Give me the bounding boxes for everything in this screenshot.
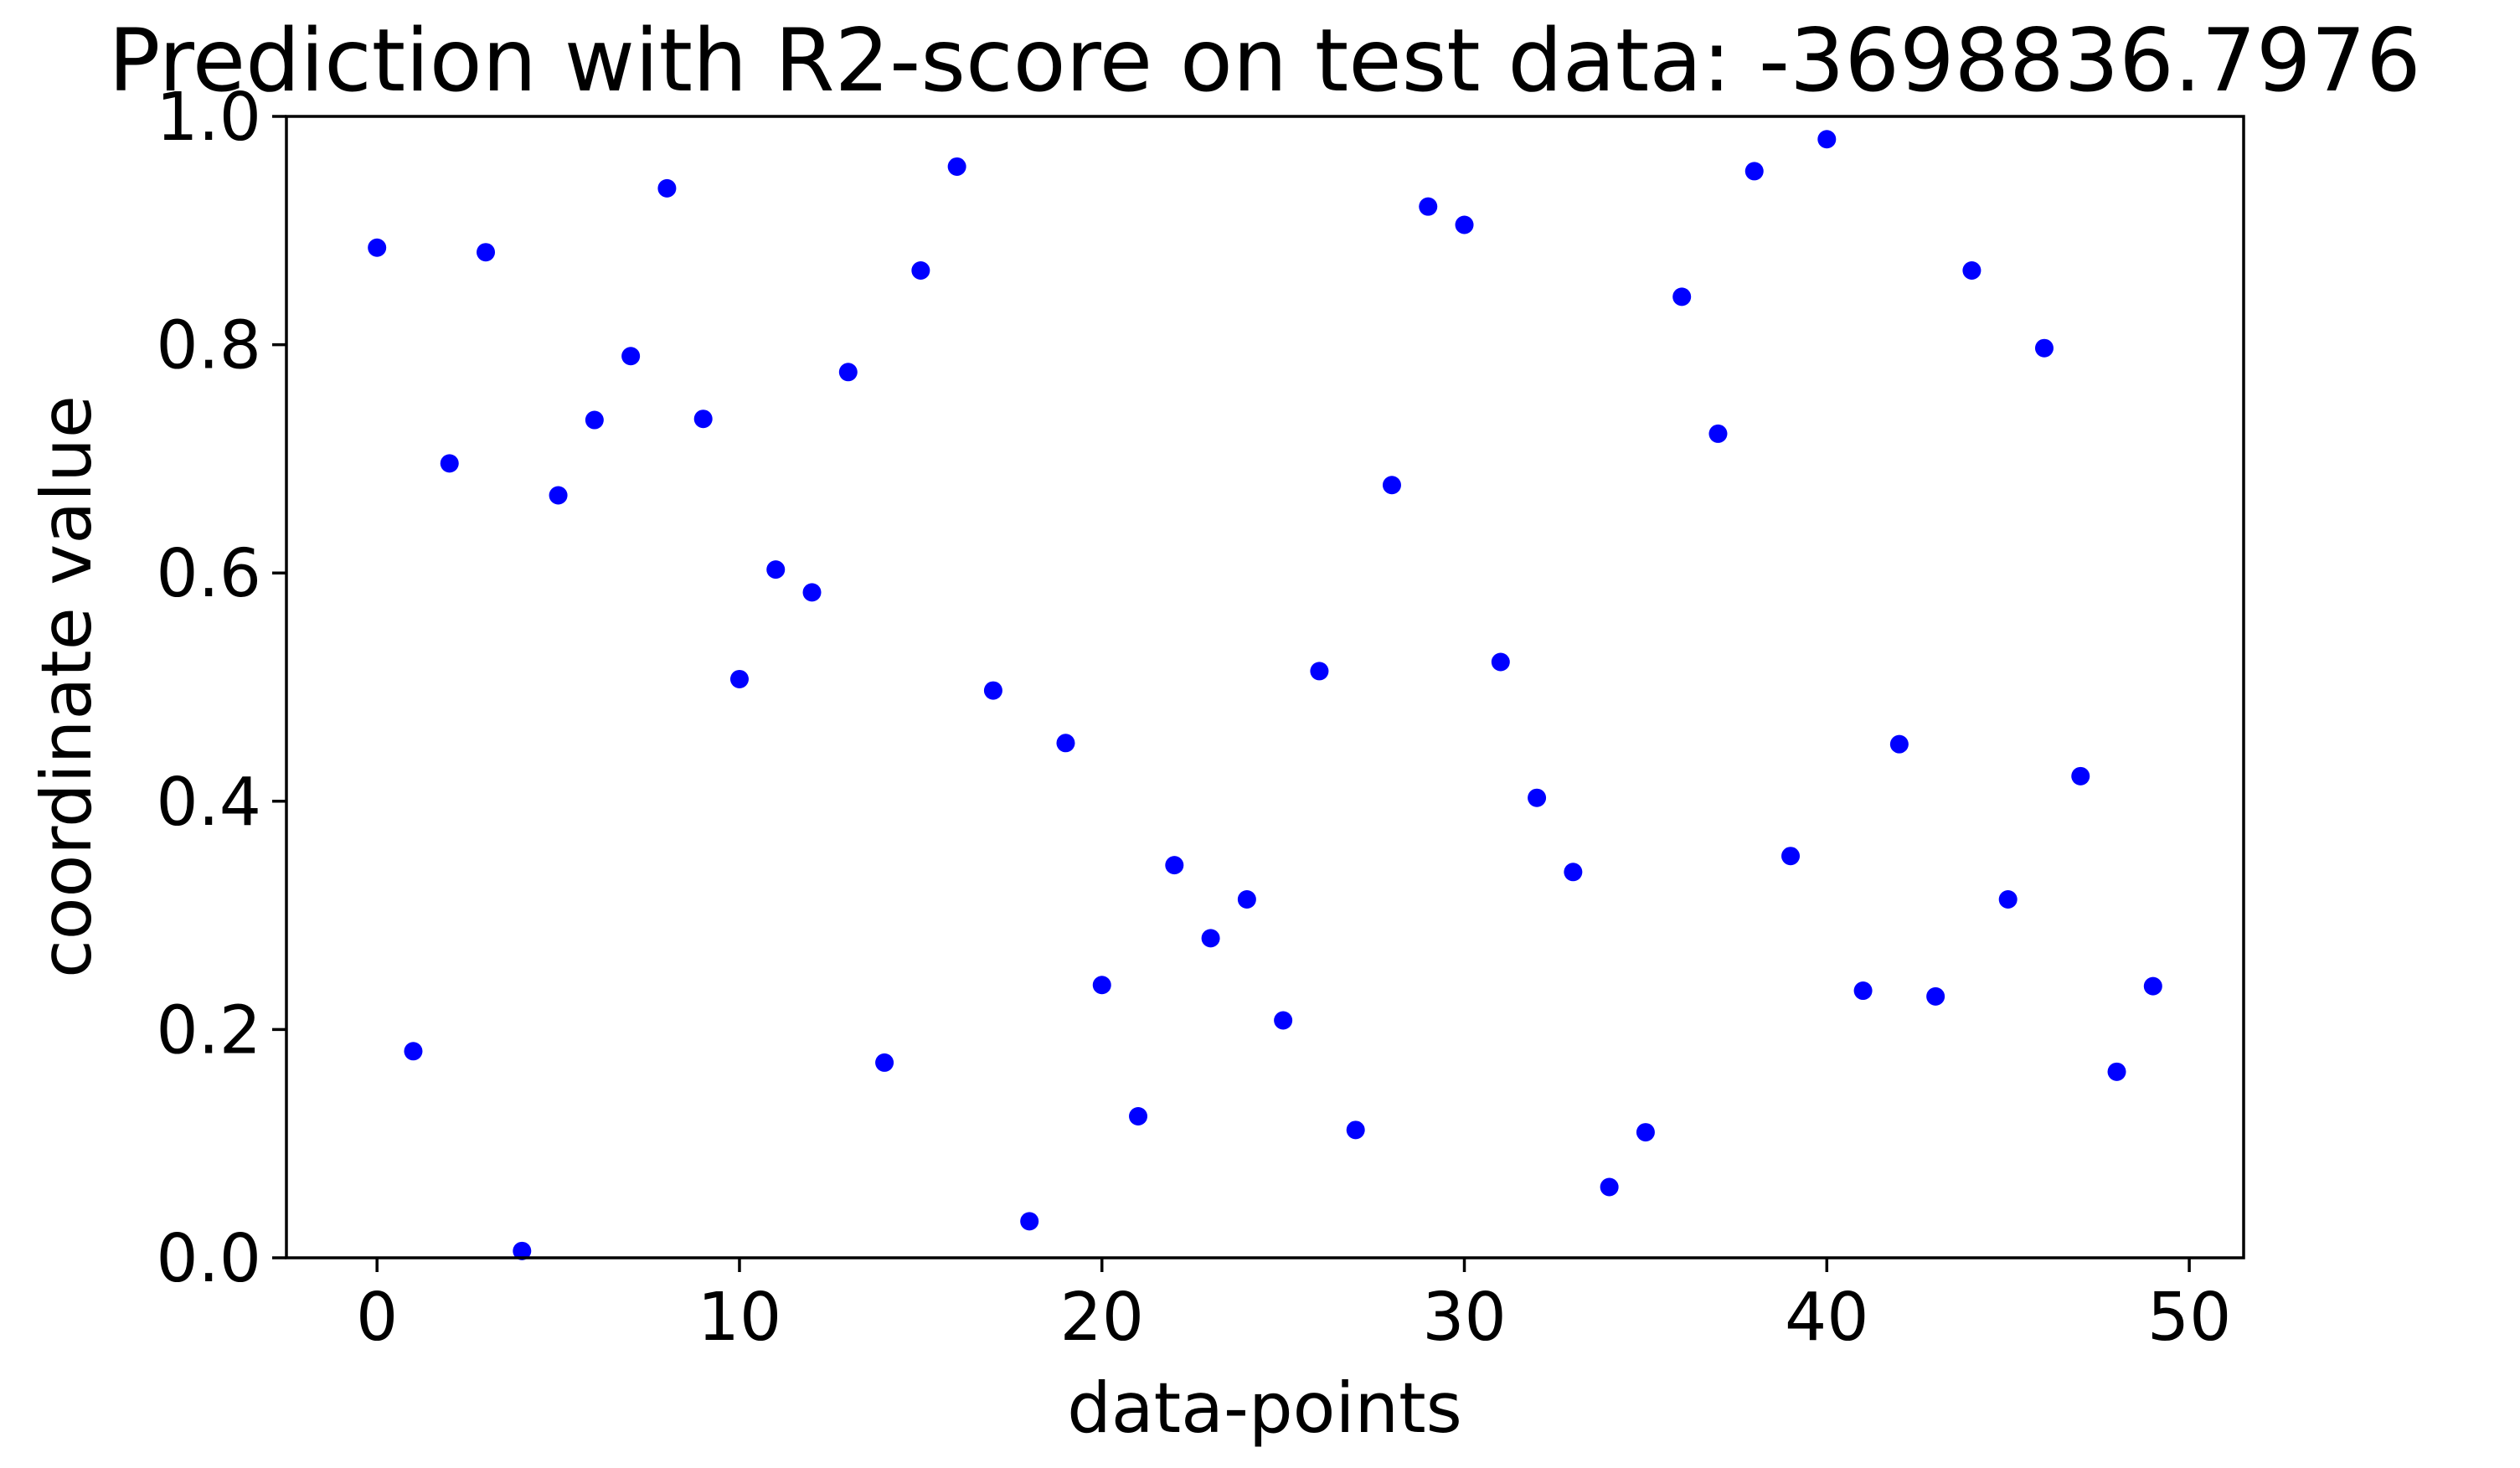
data-point [947,157,966,176]
data-point [1237,890,1256,909]
data-point [477,243,496,262]
x-tick-label: 10 [698,1279,782,1356]
data-point [1092,976,1111,995]
x-tick-label: 50 [2147,1279,2232,1356]
data-point [2143,976,2162,996]
data-point [657,178,677,198]
y-tick-label: 0.2 [156,992,261,1069]
data-point [1056,734,1075,753]
data-point [693,409,713,429]
data-point [368,238,387,257]
data-point [1817,130,1837,149]
data-point [1853,981,1873,1001]
data-point [2107,1062,2126,1081]
x-tick-label: 0 [356,1279,398,1356]
data-point [1600,1177,1619,1197]
data-point [1744,162,1764,181]
data-point [440,454,459,473]
data-point [1274,1011,1293,1030]
y-tick-label: 0.4 [156,764,261,841]
data-point [1528,788,1547,807]
data-point [1419,197,1438,216]
chart-title: Prediction with R2-score on test data: -… [108,11,2420,111]
data-point [2034,338,2054,358]
axis-ticks: 0 10 20 30 40 50 0.0 0.2 0.4 0.6 0.8 1.0 [156,79,2231,1356]
data-point [1491,652,1510,672]
data-point [1708,424,1728,443]
data-point [1998,890,2018,909]
x-tick-label: 40 [1785,1279,1869,1356]
data-point [1672,287,1692,306]
data-point [404,1042,423,1061]
data-point [513,1241,532,1260]
data-point [1020,1212,1039,1231]
data-point [1962,261,1981,281]
data-point [983,681,1002,700]
data-point [1455,215,1474,234]
data-point [1201,929,1220,948]
x-tick-label: 20 [1059,1279,1144,1356]
data-point [1636,1123,1655,1142]
data-point [1310,662,1329,681]
data-point [621,347,641,366]
data-point [911,261,930,281]
data-point [1889,734,1909,754]
y-axis-label: coordinate value [26,395,107,978]
data-point [729,669,749,688]
data-point [838,363,858,382]
data-point [1564,863,1583,882]
data-point [1382,476,1401,495]
data-point [1129,1106,1148,1125]
data-point [766,560,786,579]
data-point [802,583,822,602]
data-point [1346,1120,1365,1140]
data-point [585,410,604,430]
y-tick-label: 0.0 [156,1220,261,1297]
data-point [549,486,568,505]
data-point [1781,847,1801,866]
y-tick-label: 1.0 [156,79,261,156]
data-point [1165,856,1184,875]
y-tick-label: 0.6 [156,535,261,612]
y-tick-label: 0.8 [156,307,261,384]
data-point [2071,766,2090,786]
data-point [875,1053,894,1072]
plot-frame [285,115,2245,1259]
data-points [368,130,2162,1260]
x-tick-label: 30 [1422,1279,1507,1356]
data-point [1926,986,1945,1006]
x-axis-label: data-points [1067,1368,1462,1449]
